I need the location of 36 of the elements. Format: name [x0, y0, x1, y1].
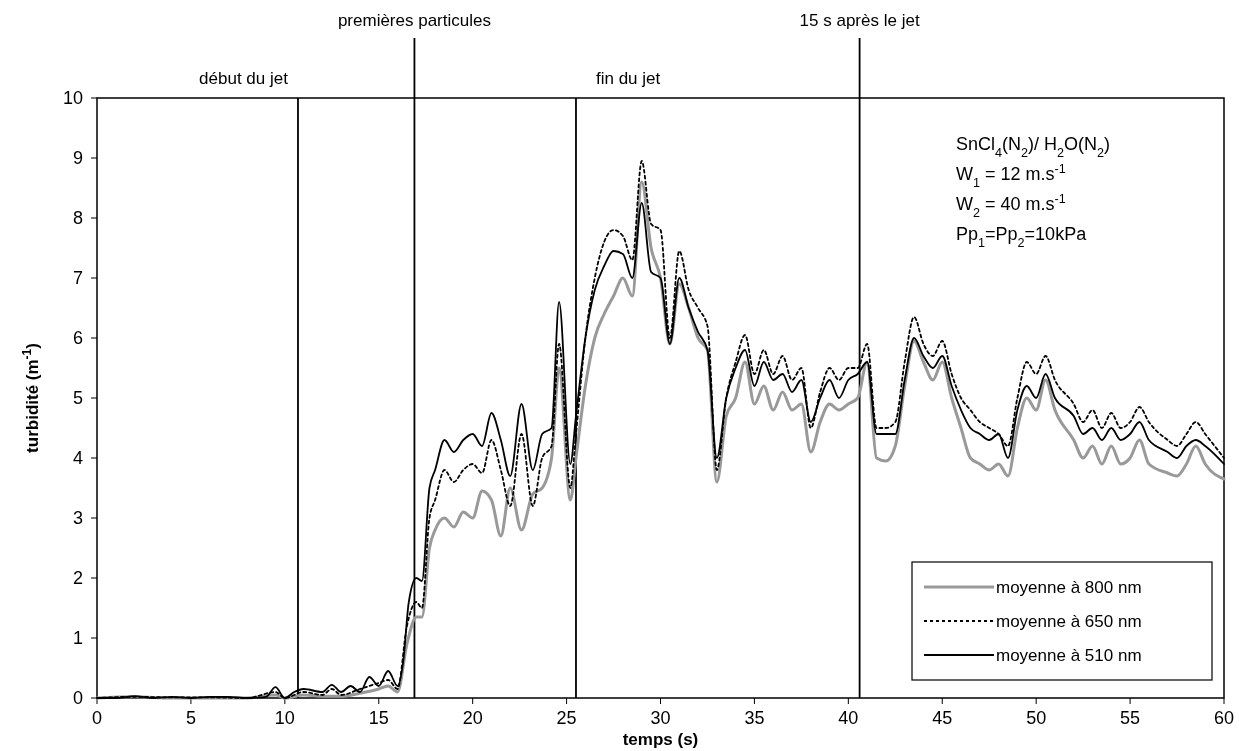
y-tick-label: 4 [72, 448, 83, 468]
y-tick-label: 1 [72, 628, 83, 648]
y-tick-label: 3 [72, 508, 83, 528]
ref-line-label: fin du jet [595, 69, 661, 88]
x-tick-label: 40 [838, 708, 859, 728]
x-tick-label: 55 [1120, 708, 1141, 728]
x-tick-label: 45 [932, 708, 953, 728]
annotation: Pp$_{1}$=Pp$_{2}$=10kPa [956, 224, 1088, 250]
x-tick-label: 30 [650, 708, 671, 728]
x-tick-label: 15 [368, 708, 389, 728]
x-tick-label: 60 [1213, 708, 1235, 728]
annotation: W$_{1}$ = 12 m.s$^{-1}$ [956, 162, 1066, 190]
y-tick-label: 6 [72, 328, 83, 348]
x-tick-label: 10 [274, 708, 295, 728]
y-tick-label: 8 [72, 208, 83, 228]
x-tick-label: 25 [556, 708, 577, 728]
y-tick-label: 5 [72, 388, 83, 408]
y-tick-label: 7 [72, 268, 83, 288]
y-tick-label: 10 [62, 88, 83, 108]
x-axis-title: temps (s) [622, 730, 699, 749]
y-tick-label: 2 [72, 568, 83, 588]
annotation: W$_{2}$ = 40 m.s$^{-1}$ [956, 192, 1066, 220]
x-tick-label: 5 [185, 708, 196, 728]
text: SnCl$_{4}$(N$_{2}$)/ H$_{2}$O(N$_{2}$) [956, 134, 1111, 160]
legend-label: moyenne à 650 nm [996, 612, 1142, 631]
x-tick-label: 35 [744, 708, 765, 728]
legend-label: moyenne à 800 nm [996, 578, 1142, 597]
ref-line-label: premières particules [337, 11, 491, 30]
x-tick-label: 0 [91, 708, 103, 728]
legend-label: moyenne à 510 nm [996, 646, 1142, 665]
ref-line-label: 15 s après le jet [799, 11, 920, 30]
x-tick-label: 20 [462, 708, 483, 728]
y-tick-label: 9 [72, 148, 83, 168]
x-tick-label: 50 [1026, 708, 1047, 728]
y-tick-label: 0 [72, 688, 83, 708]
ref-line-label: début du jet [199, 69, 289, 88]
